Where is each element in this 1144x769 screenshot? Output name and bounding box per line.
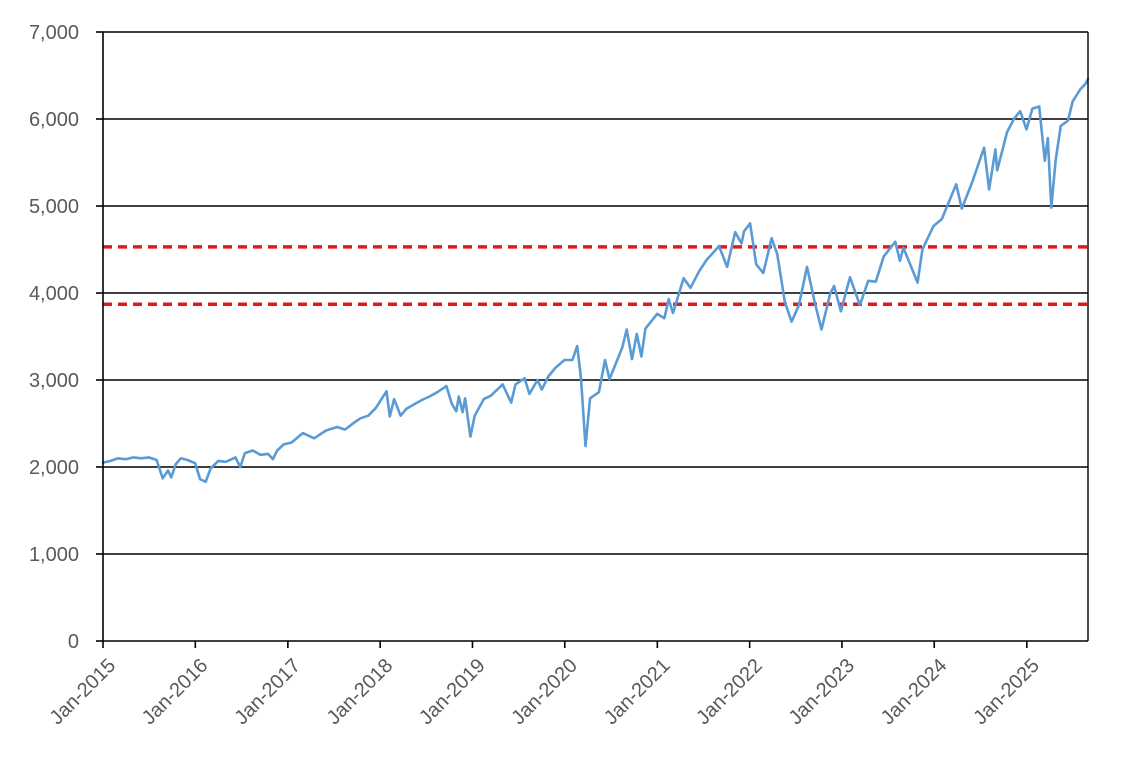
y-tick-label: 2,000 — [29, 457, 79, 479]
y-tick-label: 4,000 — [29, 283, 79, 305]
reference-lines — [103, 245, 1088, 307]
y-tick-label: 0 — [68, 631, 79, 653]
x-tick-label: Jan-2024 — [877, 655, 952, 730]
x-tick-label: Jan-2019 — [415, 655, 490, 730]
x-tick-label: Jan-2022 — [692, 655, 767, 730]
y-tick-label: 7,000 — [29, 22, 79, 44]
gridlines — [103, 31, 1088, 555]
x-tick-label: Jan-2025 — [969, 655, 1044, 730]
series-line — [101, 77, 1090, 484]
x-tick-label: Jan-2018 — [323, 655, 398, 730]
x-tick-label: Jan-2015 — [46, 655, 121, 730]
y-tick-label: 1,000 — [29, 544, 79, 566]
x-tick-label: Jan-2023 — [785, 655, 860, 730]
y-tick-label: 5,000 — [29, 196, 79, 218]
y-tick-label: 6,000 — [29, 109, 79, 131]
x-tick-label: Jan-2021 — [600, 655, 675, 730]
series-group — [101, 77, 1090, 484]
x-tick-label: Jan-2017 — [230, 655, 305, 730]
x-tick-label: Jan-2016 — [138, 655, 213, 730]
axes — [96, 31, 1089, 648]
y-axis-tick-labels: 0 1,000 2,000 3,000 4,000 5,000 6,000 7,000 — [29, 22, 79, 653]
x-tick-label: Jan-2020 — [507, 655, 582, 730]
y-tick-label: 3,000 — [29, 370, 79, 392]
x-axis-tick-labels: Jan-2015 Jan-2016 Jan-2017 Jan-2018 Jan-2019… — [46, 655, 1044, 730]
